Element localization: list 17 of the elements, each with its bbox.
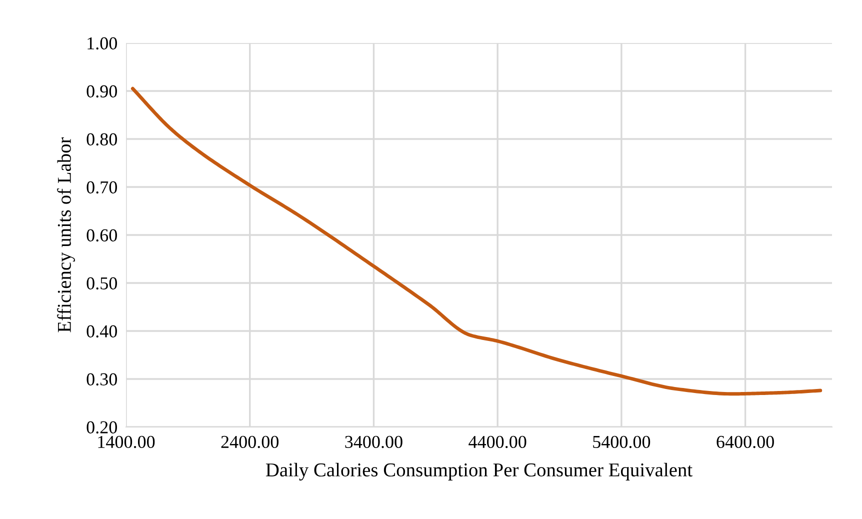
y-axis-title: Efficiency units of Labor: [57, 137, 75, 332]
x-tick-label: 5400.00: [593, 436, 650, 448]
x-tick-label: 3400.00: [345, 436, 402, 448]
y-tick-label: 0.90: [86, 85, 117, 98]
y-tick-label: 0.50: [86, 277, 117, 290]
y-tick-label: 1.00: [88, 37, 117, 50]
x-axis-title: Daily Calories Consumption Per Consumer Equivalent: [266, 462, 692, 481]
y-tick-label: 0.40: [86, 325, 117, 338]
y-tick-label: 0.70: [86, 181, 117, 194]
y-tick-label: 0.80: [86, 133, 117, 146]
x-tick-label: 2400.00: [221, 436, 279, 448]
x-tick-label: 6400.00: [716, 436, 774, 448]
y-tick-label: 0.60: [86, 229, 117, 242]
x-tick-label: 4400.00: [468, 436, 526, 448]
y-tick-label: 0.20: [86, 421, 117, 434]
y-tick-label: 0.30: [86, 373, 117, 386]
x-tick-label: 1400.00: [98, 436, 155, 448]
